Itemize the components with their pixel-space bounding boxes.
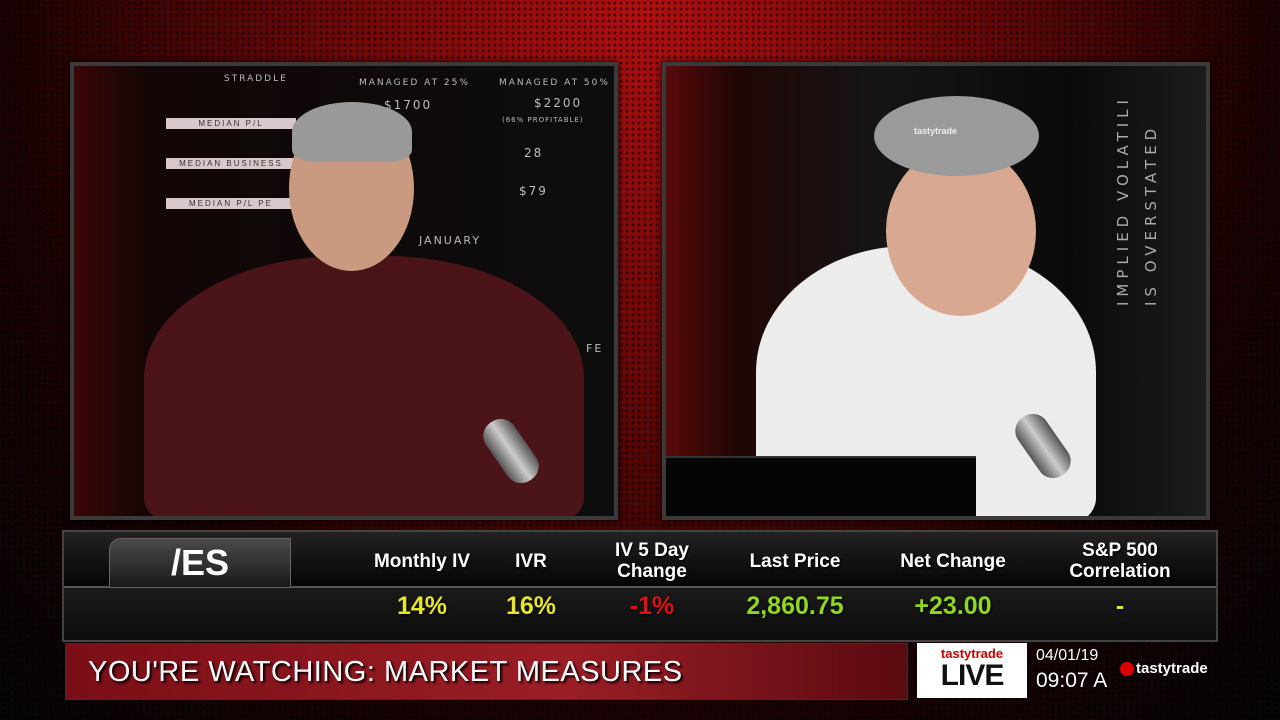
bg-wall-text: IS OVERSTATED [1142,123,1160,306]
logo-live-text: LIVE [940,659,1005,692]
bg-month: FE [586,342,604,355]
bg-value: $79 [519,184,548,198]
desk-monitor [666,456,976,516]
value-last-price: 2,860.75 [746,592,844,620]
bg-row-label: MEDIAN P/L PE [166,198,296,209]
bg-wall-text: IMPLIED VOLATILI [1114,95,1132,306]
value-sp500-correlation: - [1115,592,1125,620]
value-iv-5day: -1% [629,592,675,620]
value-net-change: +23.00 [914,592,992,620]
header-net-change: Net Change [900,550,1006,572]
header-iv-5day: IV 5 Day Change [615,540,689,582]
time: 09:07 A [1036,669,1108,692]
date: 04/01/19 [1036,647,1099,664]
bg-table-header: MANAGED AT 50% [499,78,610,88]
bg-month: JANUARY [419,234,482,247]
now-watching-text: YOU'RE WATCHING: MARKET MEASURES [88,656,683,688]
bg-table-header: STRADDLE [224,74,288,84]
brand-logo: tastytrade [1120,660,1208,677]
symbol-label: /ES [109,538,291,588]
now-watching-bar: YOU'RE WATCHING: MARKET MEASURES [65,643,908,700]
header-last-price: Last Price [749,550,841,572]
bg-value: (66% PROFITABLE) [502,116,584,124]
header-sp500-correlation: S&P 500 Correlation [1069,540,1171,582]
right-video-pane: IMPLIED VOLATILI IS OVERSTATED tastytrad… [662,62,1210,520]
bg-value: $2200 [534,96,583,110]
value-monthly-iv: 14% [396,592,448,620]
host-left-hair [292,102,412,162]
bg-row-label: MEDIAN P/L [166,118,296,129]
brand-text: tastytrade [1136,660,1208,677]
bg-value: 28 [524,146,544,160]
logo-text: tastytrade [940,646,1004,661]
ticker-panel: /ES Monthly IV IVR IV 5 Day Change Last … [62,530,1218,642]
header-monthly-iv: Monthly IV [373,550,471,572]
bg-table-header: MANAGED AT 25% [359,78,470,88]
cherry-icon [1120,662,1134,677]
left-video-pane: STRADDLE MANAGED AT 25% MANAGED AT 50% M… [70,62,618,520]
header-ivr: IVR [515,550,547,572]
bg-row-label: MEDIAN BUSINESS [166,158,296,169]
tastytrade-live-logo: tastytrade LIVE [917,643,1027,698]
value-ivr: 16% [505,592,557,620]
bg-value: $1700 [384,98,433,112]
hat-logo: tastytrade [874,96,1039,176]
